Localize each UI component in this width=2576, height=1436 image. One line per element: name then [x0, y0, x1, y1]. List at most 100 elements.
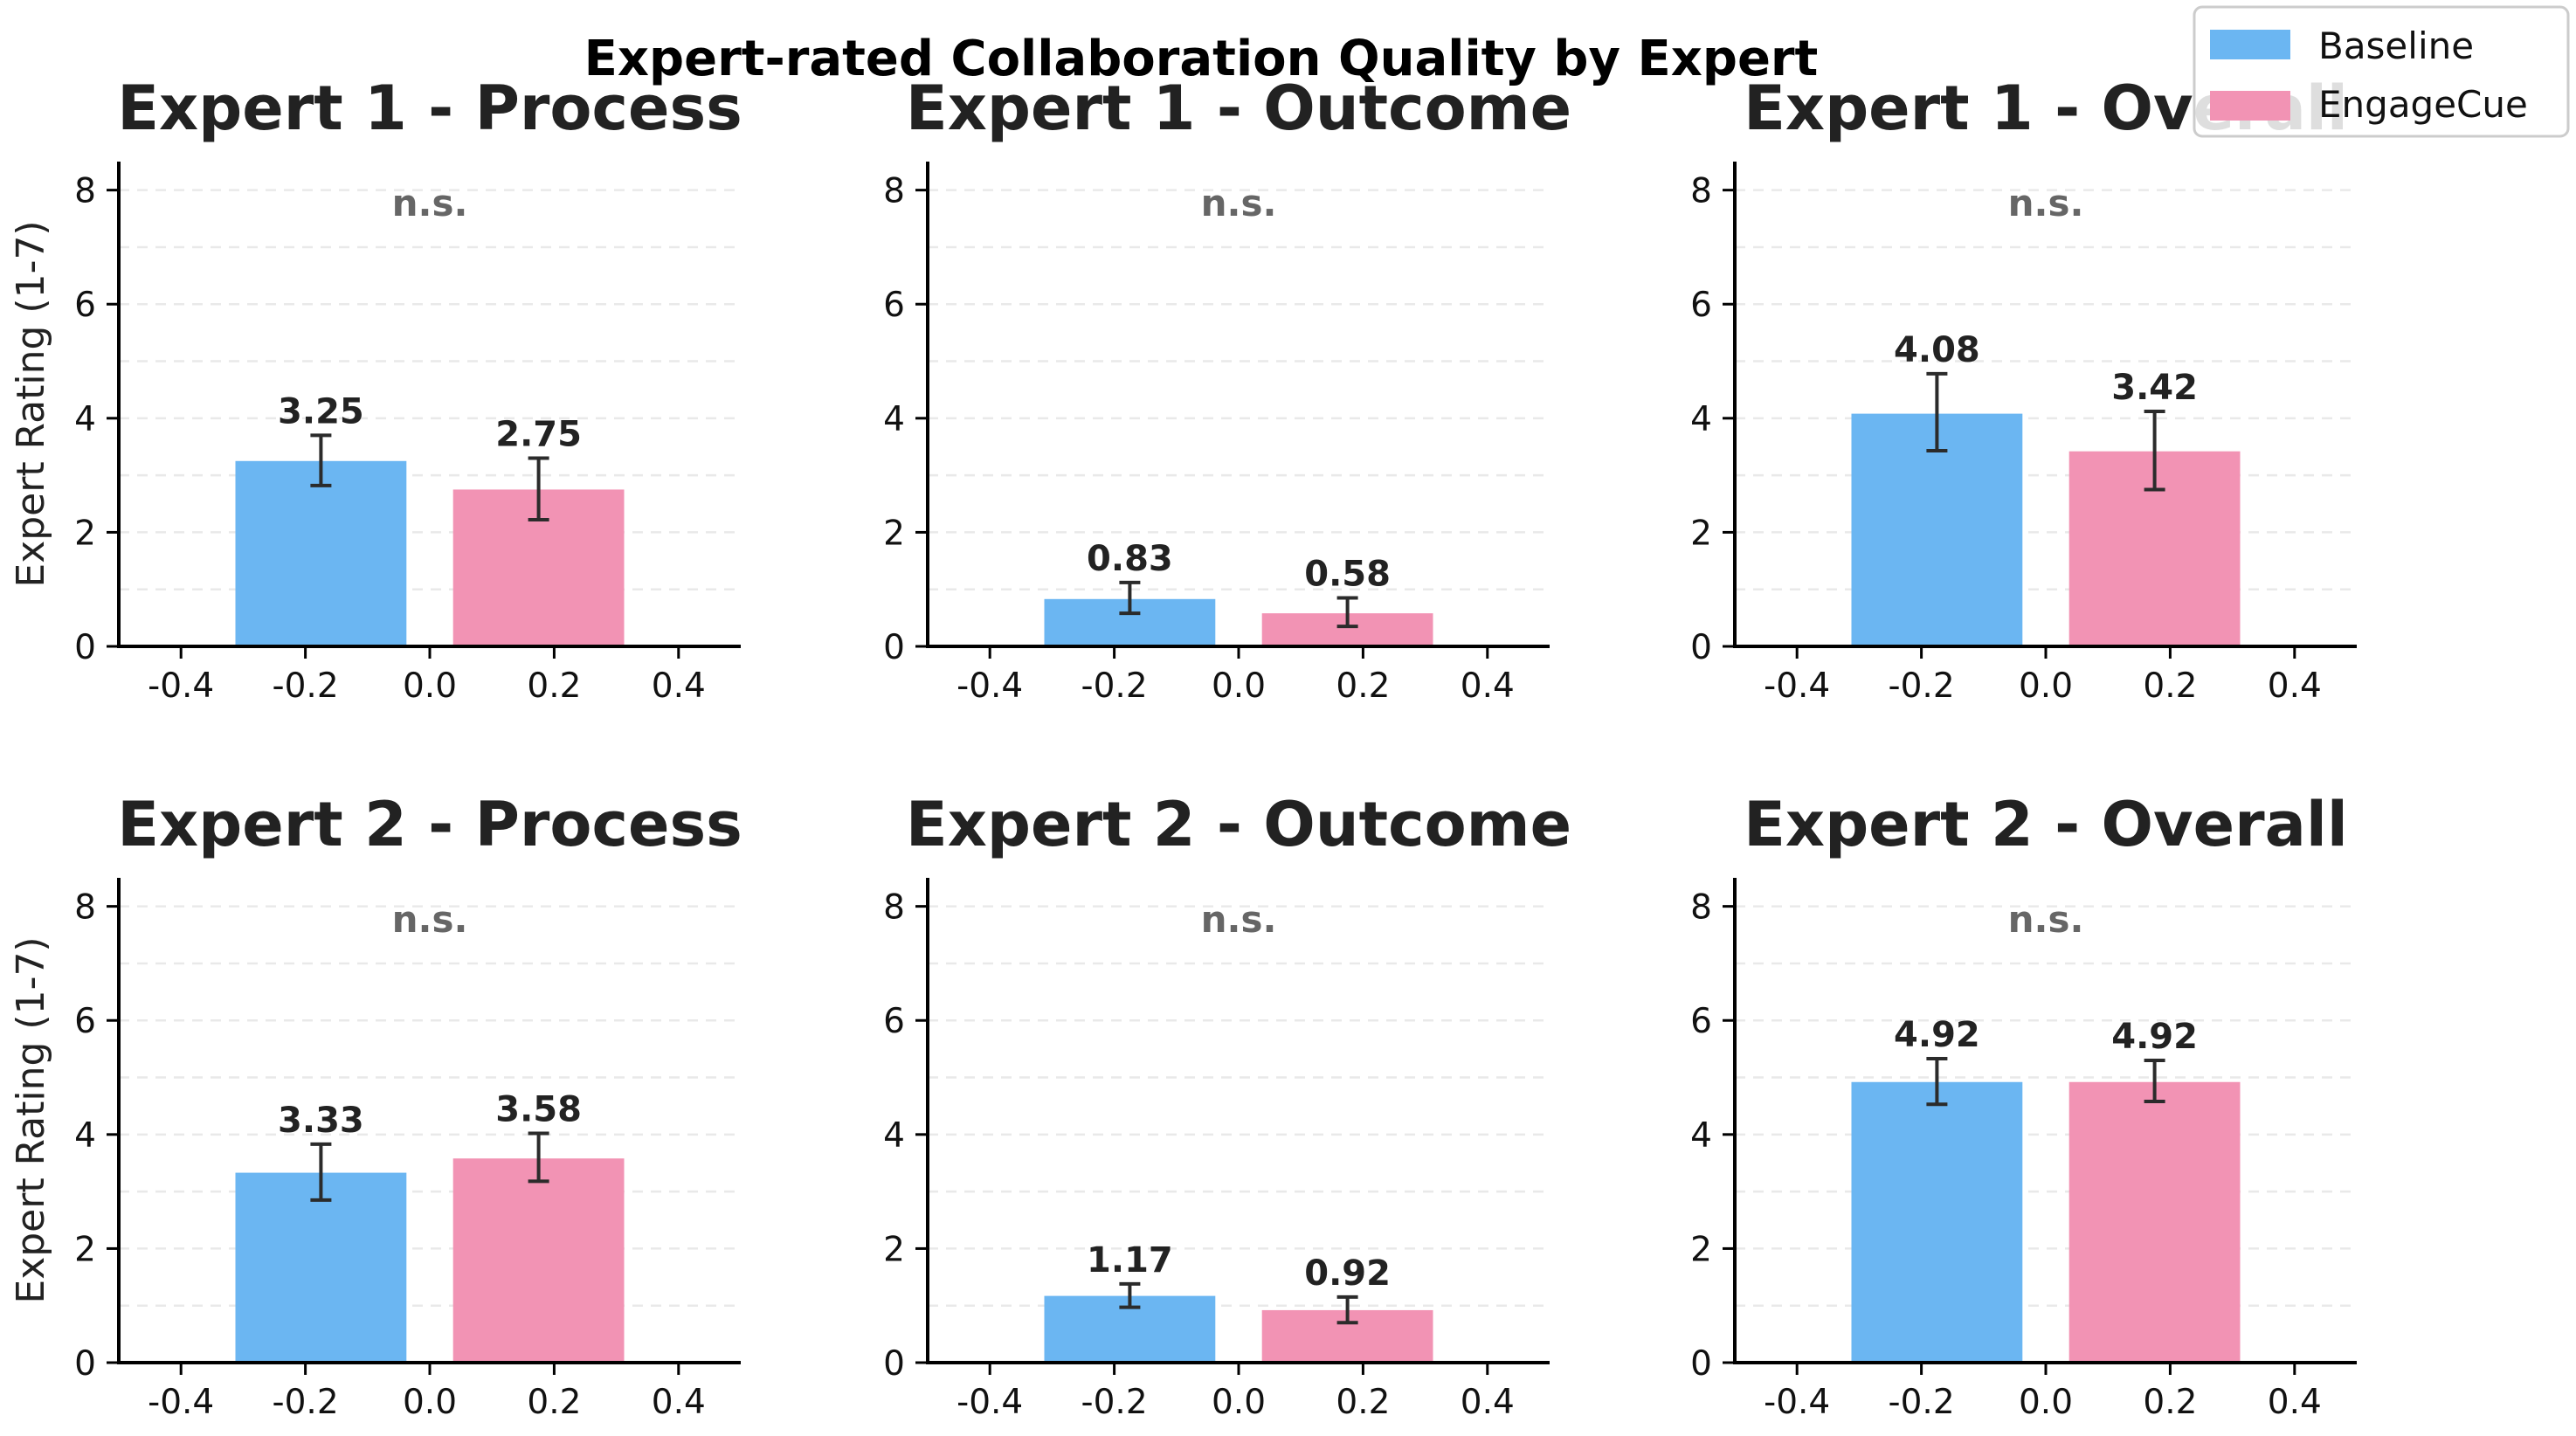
data-label-baseline: 3.25 — [278, 391, 364, 431]
error-bar-baseline — [1119, 580, 1141, 616]
x-tick-label: 0.0 — [403, 666, 457, 706]
panel-expert-1-process: 3.25 2.75 0 2 4 6 8 -0.4 -0.2 0.0 0.2 0.4 n.s. Expert… — [9, 72, 742, 706]
y-tick-label: 0 — [883, 1344, 905, 1384]
x-tick-label: 0.2 — [1336, 1383, 1390, 1422]
x-tick-label: -0.4 — [148, 1383, 214, 1422]
y-tick-label: 6 — [883, 286, 905, 325]
data-label-baseline: 3.33 — [278, 1101, 364, 1141]
y-axis-label: Expert Rating (1-7) — [9, 220, 53, 587]
y-tick-label: 8 — [74, 172, 96, 211]
x-tick-label: -0.4 — [957, 1383, 1023, 1422]
x-tick-label: -0.4 — [148, 666, 214, 706]
y-tick-label: 6 — [1690, 1002, 1712, 1041]
data-label-baseline: 4.92 — [1894, 1015, 1980, 1055]
x-tick-label: 0.2 — [1336, 666, 1390, 706]
x-tick-label: 0.2 — [2143, 1383, 2197, 1422]
significance-label: n.s. — [392, 898, 468, 941]
y-tick-label: 0 — [1690, 628, 1712, 667]
x-tick-label: 0.0 — [1212, 666, 1266, 706]
x-tick-label: 0.4 — [2268, 666, 2322, 706]
y-tick-label: 4 — [1690, 400, 1712, 439]
panel-expert-2-outcome: 1.17 0.92 0 2 4 6 8 -0.4 -0.2 0.0 0.2 0.4 n.s. Expert… — [883, 789, 1571, 1422]
x-tick-label: 0.2 — [2143, 666, 2197, 706]
error-bar-baseline — [1926, 371, 1948, 453]
bar-engagecue — [452, 1158, 625, 1363]
x-tick-label: -0.2 — [273, 666, 339, 706]
bar-baseline — [235, 1172, 407, 1363]
y-tick-label: 4 — [883, 1116, 905, 1156]
error-bar-engagecue — [2144, 409, 2165, 492]
y-tick-label: 2 — [74, 514, 96, 553]
y-axis-label: Expert Rating (1-7) — [9, 936, 53, 1303]
y-tick-label: 8 — [1690, 172, 1712, 211]
x-tick-label: 0.4 — [652, 666, 706, 706]
x-tick-label: 0.0 — [2019, 1383, 2073, 1422]
y-tick-label: 8 — [883, 888, 905, 928]
error-bar-engagecue — [528, 456, 549, 522]
x-tick-label: 0.0 — [2019, 666, 2073, 706]
panel-title: Expert 1 - Process — [117, 72, 742, 144]
y-tick-label: 4 — [74, 400, 96, 439]
error-bar-engagecue — [2144, 1058, 2165, 1103]
x-tick-label: -0.2 — [1081, 666, 1148, 706]
figure-title: Expert-rated Collaboration Quality by Ex… — [584, 31, 1819, 87]
panel-title: Expert 2 - Outcome — [906, 789, 1571, 860]
error-bar-baseline — [310, 1142, 332, 1202]
x-tick-label: -0.2 — [1889, 666, 1955, 706]
significance-label: n.s. — [2008, 898, 2084, 941]
error-bar-baseline — [1926, 1056, 1948, 1107]
legend-label-baseline: Baseline — [2318, 24, 2474, 67]
x-tick-label: 0.2 — [527, 1383, 581, 1422]
x-tick-label: -0.2 — [273, 1383, 339, 1422]
panels-layer: 3.25 2.75 0 2 4 6 8 -0.4 -0.2 0.0 0.2 0.4 n.s. Expert… — [9, 72, 2357, 1422]
x-tick-label: -0.2 — [1889, 1383, 1955, 1422]
x-tick-label: 0.0 — [403, 1383, 457, 1422]
x-tick-label: 0.4 — [1461, 666, 1515, 706]
y-tick-label: 8 — [883, 172, 905, 211]
legend-swatch-baseline — [2210, 30, 2290, 59]
y-tick-label: 4 — [1690, 1116, 1712, 1156]
data-label-engagecue: 0.92 — [1304, 1253, 1391, 1294]
x-tick-label: 0.0 — [1212, 1383, 1266, 1422]
error-bar-baseline — [1119, 1281, 1141, 1309]
panel-title: Expert 2 - Process — [117, 789, 742, 860]
error-bar-engagecue — [1336, 596, 1358, 629]
x-tick-label: -0.2 — [1081, 1383, 1148, 1422]
legend-label-engagecue: EngageCue — [2318, 83, 2528, 126]
y-tick-label: 4 — [74, 1116, 96, 1156]
y-tick-label: 0 — [1690, 1344, 1712, 1384]
error-bar-engagecue — [528, 1131, 549, 1184]
significance-label: n.s. — [1201, 182, 1277, 224]
y-tick-label: 6 — [883, 1002, 905, 1041]
y-tick-label: 2 — [1690, 1230, 1712, 1269]
error-bar-engagecue — [1336, 1294, 1358, 1325]
significance-label: n.s. — [1201, 898, 1277, 941]
y-tick-label: 2 — [74, 1230, 96, 1269]
panel-expert-2-overall: 4.92 4.92 0 2 4 6 8 -0.4 -0.2 0.0 0.2 0.4 n.s. Expert… — [1690, 789, 2357, 1422]
y-tick-label: 8 — [1690, 888, 1712, 928]
y-tick-label: 2 — [883, 1230, 905, 1269]
panel-title: Expert 2 - Overall — [1744, 789, 2348, 860]
y-tick-label: 6 — [74, 1002, 96, 1041]
data-label-baseline: 4.08 — [1894, 330, 1980, 370]
data-label-engagecue: 3.42 — [2111, 368, 2198, 408]
x-tick-label: -0.4 — [957, 666, 1023, 706]
x-tick-label: -0.4 — [1764, 1383, 1830, 1422]
y-tick-label: 6 — [1690, 286, 1712, 325]
bar-baseline — [235, 460, 407, 646]
x-tick-label: 0.4 — [652, 1383, 706, 1422]
y-tick-label: 8 — [74, 888, 96, 928]
y-tick-label: 0 — [883, 628, 905, 667]
x-tick-label: 0.4 — [2268, 1383, 2322, 1422]
data-label-engagecue: 4.92 — [2111, 1017, 2198, 1057]
y-tick-label: 2 — [1690, 514, 1712, 553]
significance-label: n.s. — [392, 182, 468, 224]
data-label-engagecue: 3.58 — [495, 1090, 582, 1130]
bar-baseline — [1851, 1081, 2023, 1363]
x-tick-label: 0.4 — [1461, 1383, 1515, 1422]
y-tick-label: 0 — [74, 1344, 96, 1384]
x-tick-label: 0.2 — [527, 666, 581, 706]
y-tick-label: 6 — [74, 286, 96, 325]
